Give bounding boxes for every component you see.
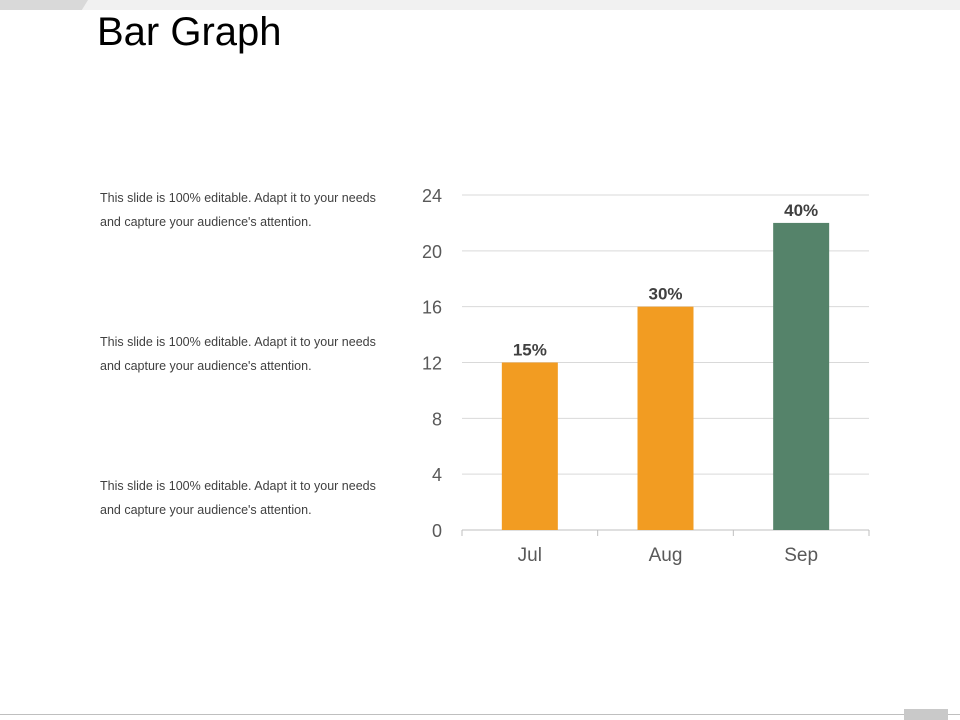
top-decor-bar: [0, 0, 960, 10]
y-tick-label: 12: [422, 354, 442, 374]
data-label: 30%: [648, 285, 682, 304]
bar-chart: 0 4 8 12 16 20 24 15% Jul 30% Aug 40% Sep: [422, 186, 870, 566]
text-blurb-1: This slide is 100% editable. Adapt it to…: [100, 191, 376, 229]
bottom-decor-tab: [904, 709, 948, 720]
y-tick-label: 8: [432, 409, 442, 429]
data-label: 15%: [513, 341, 547, 360]
x-tick-label: Sep: [784, 545, 818, 566]
y-tick-label: 4: [432, 465, 442, 485]
y-tick-label: 24: [422, 186, 442, 206]
text-blurb-2: This slide is 100% editable. Adapt it to…: [100, 335, 376, 373]
text-blurb-3: This slide is 100% editable. Adapt it to…: [100, 479, 376, 517]
y-tick-label: 0: [432, 521, 442, 541]
data-label: 40%: [784, 201, 818, 220]
bottom-divider: [0, 714, 960, 715]
top-decor-tab: [0, 0, 88, 10]
x-tick-label: Aug: [649, 545, 683, 566]
y-tick-label: 20: [422, 242, 442, 262]
x-tick-label: Jul: [518, 545, 542, 566]
y-tick-label: 16: [422, 298, 442, 318]
bar: [501, 362, 558, 530]
slide-title: Bar Graph: [97, 10, 282, 54]
bar: [773, 222, 830, 530]
bar: [637, 306, 694, 530]
